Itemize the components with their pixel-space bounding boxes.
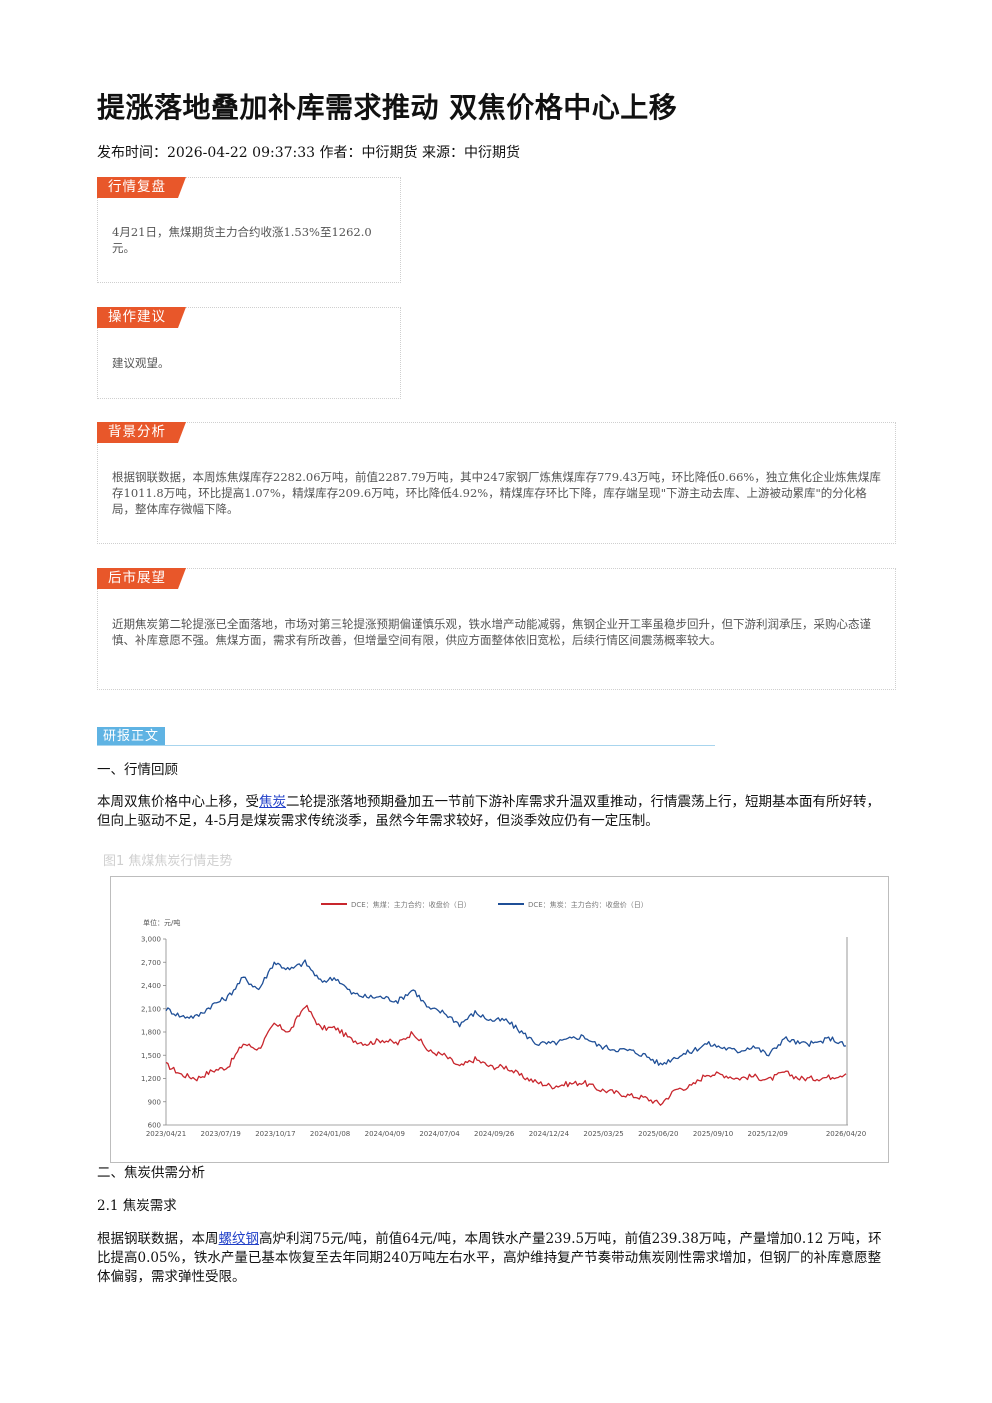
y-tick-label: 1,500 [141, 1052, 161, 1060]
y-tick-label: 600 [148, 1122, 161, 1130]
section-1-text-a: 本周双焦价格中心上移，受 [97, 794, 259, 810]
y-tick-group: 600 900 1,200 1,500 1,800 2,100 2,400 2,700 3,00… [141, 936, 166, 1130]
tag-market-review: 行情复盘 [97, 177, 186, 198]
series-line-coke [165, 959, 847, 1066]
x-tick-group: 2023/04/21 2023/07/19 2023/10/17 2024/01/08… [146, 1130, 866, 1138]
y-tick-label: 2,400 [141, 982, 161, 990]
x-tick-label: 2023/04/21 [146, 1130, 186, 1138]
x-tick-label: 2025/06/20 [638, 1130, 678, 1138]
series-group [165, 959, 847, 1106]
section-2-1-text-b: 高炉利润75元/吨，前值64元/吨，本周铁水产量239.5万吨，前值239.38… [97, 1231, 882, 1285]
series-line-coking-coal [165, 1004, 847, 1106]
x-tick-label: 2023/07/19 [201, 1130, 241, 1138]
y-tick-label: 2,700 [141, 959, 161, 967]
tag-background-analysis: 背景分析 [97, 422, 186, 443]
card-operation-advice: 操作建议 建议观望。 [97, 307, 401, 399]
section-1-heading: 一、行情回顾 [97, 762, 178, 778]
section-2-1-paragraph: 根据钢联数据，本周螺纹钢高炉利润75元/吨，前值64元/吨，本周铁水产量239.… [97, 1230, 887, 1287]
figure-caption: 图1 焦煤焦炭行情走势 [103, 854, 233, 869]
card-market-outlook: 后市展望 近期焦炭第二轮提涨已全面落地，市场对第三轮提涨预期偏谨慎乐观，铁水增产… [97, 568, 896, 690]
article-meta: 发布时间：2026-04-22 09:37:33 作者：中衍期货 来源：中衍期货 [97, 145, 520, 161]
x-tick-label: 2025/03/25 [583, 1130, 623, 1138]
section-2-heading: 二、焦炭供需分析 [97, 1165, 205, 1181]
section-2-1-heading: 2.1 焦炭需求 [97, 1198, 177, 1214]
x-tick-label: 2026/04/20 [826, 1130, 866, 1138]
page-title: 提涨落地叠加补库需求推动 双焦价格中心上移 [97, 91, 678, 124]
y-tick-label: 1,200 [141, 1075, 161, 1083]
chart-unit-label: 单位：元/吨 [143, 918, 180, 927]
y-tick-label: 900 [148, 1098, 161, 1106]
rebar-link[interactable]: 螺纹钢 [218, 1231, 260, 1247]
section-1-text-b: 二轮提涨落地预期叠加五一节前下游补库需求升温双重推动，行情震荡上行，短期基本面有… [97, 794, 880, 829]
x-tick-label: 2024/09/26 [474, 1130, 515, 1138]
x-tick-label: 2024/12/24 [529, 1130, 570, 1138]
y-tick-label: 2,100 [141, 1005, 161, 1013]
price-chart: DCE：焦煤：主力合约：收盘价（日） DCE：焦炭：主力合约：收盘价（日） 单位… [110, 876, 889, 1163]
card-background-analysis-text: 根据钢联数据，本周炼焦煤库存2282.06万吨，前值2287.79万吨，其中24… [112, 470, 881, 516]
tag-market-outlook: 后市展望 [97, 568, 186, 589]
x-tick-label: 2025/12/09 [748, 1130, 788, 1138]
card-market-review: 行情复盘 4月21日，焦煤期货主力合约收涨1.53%至1262.0元。 [97, 177, 401, 283]
card-market-review-text: 4月21日，焦煤期货主力合约收涨1.53%至1262.0元。 [112, 225, 372, 255]
coke-link[interactable]: 焦炭 [259, 794, 286, 810]
x-tick-label: 2025/09/10 [693, 1130, 733, 1138]
tag-operation-advice: 操作建议 [97, 307, 186, 328]
y-tick-label: 3,000 [141, 936, 161, 944]
legend-label-coking-coal: DCE：焦煤：主力合约：收盘价（日） [351, 900, 471, 909]
x-tick-label: 2024/07/04 [419, 1130, 460, 1138]
report-divider [97, 745, 715, 746]
legend-label-coke: DCE：焦炭：主力合约：收盘价（日） [528, 900, 648, 909]
card-operation-advice-text: 建议观望。 [112, 356, 170, 370]
card-market-outlook-text: 近期焦炭第二轮提涨已全面落地，市场对第三轮提涨预期偏谨慎乐观，铁水增产动能减弱，… [112, 617, 871, 647]
x-tick-label: 2024/04/09 [365, 1130, 405, 1138]
section-2-1-text-a: 根据钢联数据，本周 [97, 1231, 219, 1247]
chart-legend: DCE：焦煤：主力合约：收盘价（日） DCE：焦炭：主力合约：收盘价（日） [321, 900, 648, 909]
x-tick-label: 2024/01/08 [310, 1130, 350, 1138]
report-body-tag: 研报正文 [97, 727, 166, 746]
price-chart-svg: DCE：焦煤：主力合约：收盘价（日） DCE：焦炭：主力合约：收盘价（日） 单位… [141, 900, 866, 1138]
card-background-analysis: 背景分析 根据钢联数据，本周炼焦煤库存2282.06万吨，前值2287.79万吨… [97, 422, 896, 544]
x-tick-label: 2023/10/17 [255, 1130, 295, 1138]
section-1-paragraph: 本周双焦价格中心上移，受焦炭二轮提涨落地预期叠加五一节前下游补库需求升温双重推动… [97, 793, 887, 831]
y-tick-label: 1,800 [141, 1029, 161, 1037]
